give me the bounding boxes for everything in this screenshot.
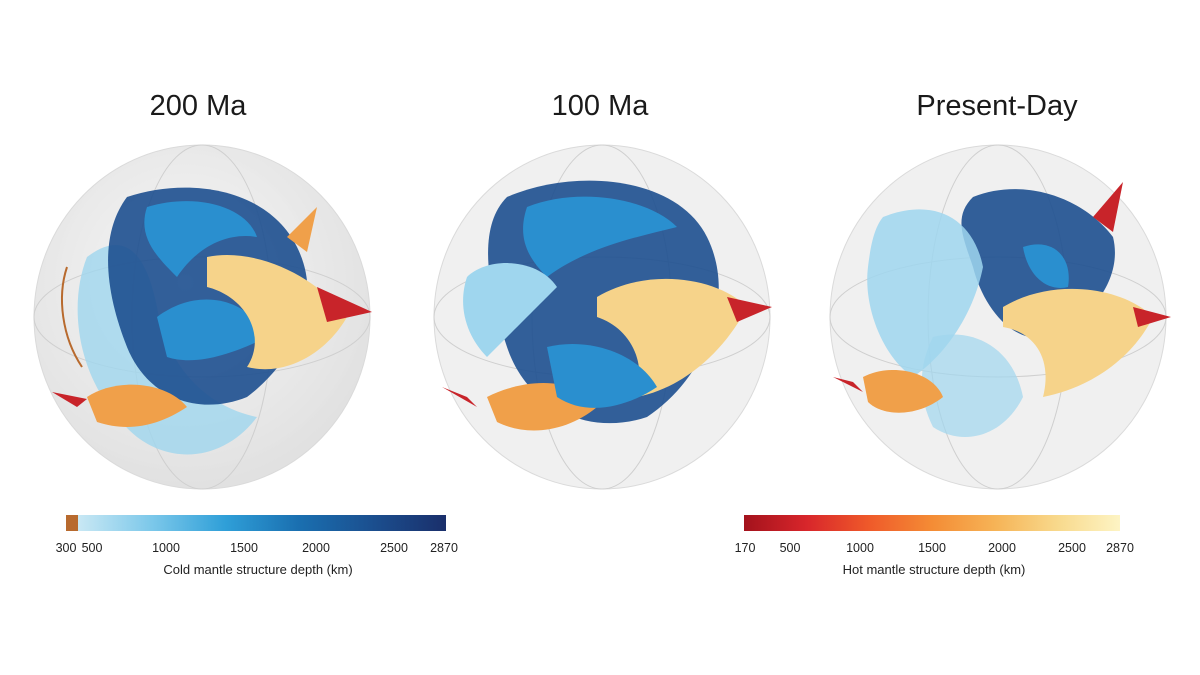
panel-title-200ma: 200 Ma [149,90,247,122]
cold-colorbar-title: Cold mantle structure depth (km) [163,562,353,577]
globe-200ma [33,144,372,490]
hot-colorbar-gradient [744,515,1120,531]
cold-tick-2000: 2000 [302,541,330,555]
cold-tick-2500: 2500 [380,541,408,555]
panel-title-100ma: 100 Ma [551,90,649,122]
hot-tick-2000: 2000 [988,541,1016,555]
hot-colorbar: 170 500 1000 1500 2000 2500 2870 Hot man… [728,515,1138,577]
cold-tick-1500: 1500 [230,541,258,555]
cold-tick-500: 500 [81,541,103,555]
cold-colorbar-gradient [78,515,446,531]
cold-colorbar-swatch-300 [66,515,78,531]
hot-colorbar-title: Hot mantle structure depth (km) [842,562,1026,577]
hot-tick-170: 170 [734,541,756,555]
hot-tick-2500: 2500 [1058,541,1086,555]
panel-title-present-day: Present-Day [916,90,1078,122]
hot-tick-500: 500 [779,541,801,555]
hot-tick-1000: 1000 [846,541,874,555]
hot-tick-2870: 2870 [1106,541,1134,555]
cold-tick-300: 300 [55,541,77,555]
globe-100ma [433,144,772,490]
cold-tick-1000: 1000 [152,541,180,555]
cold-colorbar: 300 500 1000 1500 2000 2500 2870 Cold ma… [50,515,460,577]
globe-present-day [829,144,1171,490]
cold-tick-2870: 2870 [430,541,458,555]
hot-tick-1500: 1500 [918,541,946,555]
